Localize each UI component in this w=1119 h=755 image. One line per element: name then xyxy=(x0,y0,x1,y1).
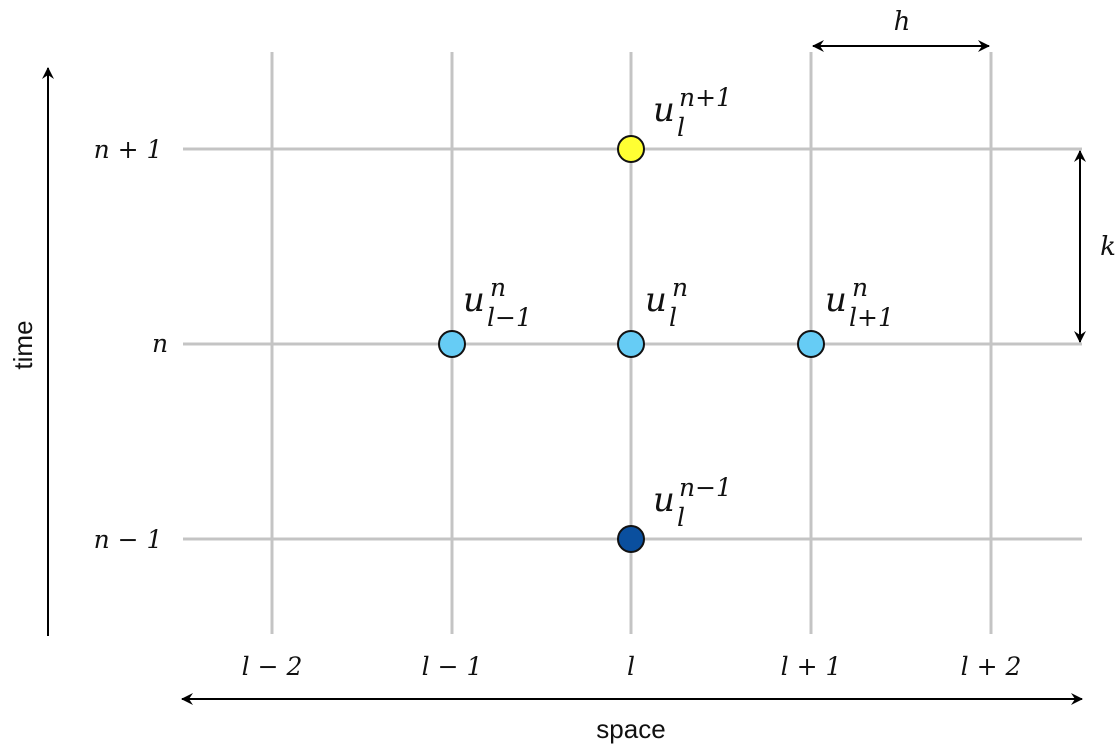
node-label-sub: l xyxy=(669,303,677,332)
node-label-sub: l+1 xyxy=(849,303,894,332)
time-axis-label: time xyxy=(8,320,38,369)
node-label-base: u xyxy=(653,90,675,130)
time-label-n: n xyxy=(152,329,168,358)
node-label-base: u xyxy=(463,280,485,320)
time-label-n-plus-1: n + 1 xyxy=(94,135,163,164)
node-label-base: u xyxy=(825,280,847,320)
node-label-sub: l−1 xyxy=(487,303,532,332)
node-label-u-l-minus-1-n: u n l−1 xyxy=(463,273,532,332)
node-label-u-l-n: u n l xyxy=(645,273,688,332)
node-label-sup: n+1 xyxy=(679,83,732,112)
node-label-sup: n xyxy=(490,273,506,302)
space-label-l-minus-1: l − 1 xyxy=(422,652,483,681)
space-label-l-plus-2: l + 2 xyxy=(961,652,1022,681)
node-label-sub: l xyxy=(677,113,685,142)
node-u-l-n xyxy=(617,330,645,358)
node-u-l-minus-1-n xyxy=(438,330,466,358)
space-label-l-plus-1: l + 1 xyxy=(781,652,842,681)
node-u-l-n-minus-1 xyxy=(617,525,645,553)
space-axis-label: space xyxy=(596,714,665,744)
node-label-u-l-plus-1-n: u n l+1 xyxy=(825,273,894,332)
node-label-sub: l xyxy=(677,503,685,532)
node-label-u-l-n-minus-1: u n−1 l xyxy=(653,473,732,532)
time-label-n-minus-1: n − 1 xyxy=(94,525,163,554)
node-u-l-n-plus-1 xyxy=(617,135,645,163)
node-label-sup: n−1 xyxy=(679,473,732,502)
node-u-l-plus-1-n xyxy=(797,330,825,358)
node-label-base: u xyxy=(645,280,667,320)
space-label-l-minus-2: l − 2 xyxy=(242,652,303,681)
node-label-base: u xyxy=(653,480,675,520)
h-spacing-label: h xyxy=(894,7,911,37)
space-label-l: l xyxy=(627,652,635,681)
node-label-sup: n xyxy=(672,273,688,302)
node-label-u-l-n-plus-1: u n+1 l xyxy=(653,83,732,142)
node-label-sup: n xyxy=(852,273,868,302)
k-spacing-label: k xyxy=(1100,232,1116,262)
